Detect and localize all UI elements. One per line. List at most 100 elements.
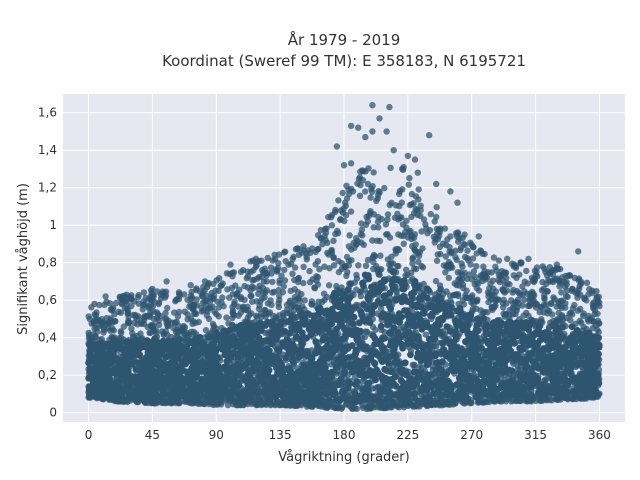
- scatter-point: [417, 362, 424, 370]
- scatter-point: [153, 330, 160, 337]
- scatter-point: [300, 279, 307, 287]
- scatter-point: [387, 260, 395, 267]
- scatter-point: [289, 270, 296, 277]
- scatter-point: [298, 249, 305, 256]
- scatter-point: [298, 291, 305, 298]
- scatter-point: [255, 290, 262, 297]
- scatter-point: [451, 280, 458, 287]
- scatter-point: [523, 309, 530, 317]
- scatter-point: [140, 298, 147, 305]
- scatter-point: [388, 253, 395, 260]
- scatter-point: [506, 307, 513, 314]
- scatter-point: [328, 222, 336, 229]
- scatter-point: [516, 271, 523, 278]
- scatter-point: [249, 277, 256, 284]
- scatter-point: [134, 315, 141, 323]
- scatter-point: [122, 298, 130, 305]
- scatter-point: [510, 263, 517, 270]
- scatter-point: [458, 260, 465, 267]
- scatter-point: [369, 237, 376, 244]
- scatter-point: [347, 208, 355, 215]
- scatter-point: [442, 253, 449, 260]
- scatter-point: [224, 401, 232, 409]
- scatter-point: [334, 230, 342, 237]
- scatter-point: [436, 232, 443, 239]
- scatter-point: [433, 213, 440, 221]
- scatter-point: [223, 314, 230, 321]
- scatter-point: [267, 297, 274, 304]
- scatter-point: [595, 293, 603, 301]
- scatter-point: [364, 256, 372, 264]
- scatter-point: [281, 266, 288, 274]
- scatter-point: [523, 267, 530, 275]
- scatter-point: [236, 401, 243, 409]
- scatter-point: [417, 202, 424, 209]
- scatter-point: [555, 298, 562, 305]
- scatter-point: [400, 240, 407, 247]
- scatter-point: [415, 186, 422, 193]
- scatter-point: [355, 319, 362, 326]
- scatter-point: [564, 293, 571, 301]
- scatter-point: [384, 231, 391, 238]
- scatter-point: [326, 265, 333, 272]
- scatter-point: [128, 302, 135, 310]
- scatter-point: [88, 320, 95, 327]
- scatter-point: [436, 243, 444, 250]
- scatter-point: [281, 277, 289, 284]
- scatter-point: [557, 265, 564, 273]
- scatter-point: [521, 296, 528, 304]
- scatter-point: [433, 225, 441, 233]
- scatter-point: [195, 318, 202, 326]
- scatter-point: [354, 180, 361, 187]
- scatter-point: [259, 284, 267, 292]
- scatter-point: [180, 330, 187, 337]
- scatter-point: [406, 174, 413, 182]
- scatter-point: [543, 288, 551, 295]
- scatter-point: [523, 397, 530, 404]
- scatter-point: [93, 324, 100, 332]
- scatter-point: [343, 182, 350, 189]
- scatter-point: [231, 301, 238, 308]
- scatter-point: [464, 247, 471, 254]
- scatter-point: [175, 322, 182, 329]
- scatter-point: [328, 249, 336, 257]
- scatter-point: [549, 271, 556, 278]
- scatter-point: [376, 237, 384, 245]
- scatter-point: [452, 333, 460, 341]
- scatter-point: [408, 269, 415, 276]
- scatter-point: [211, 308, 218, 315]
- scatter-point: [447, 263, 455, 271]
- scatter-point: [503, 300, 510, 307]
- scatter-point: [440, 346, 448, 354]
- scatter-point: [313, 277, 320, 284]
- scatter-point: [343, 272, 350, 279]
- scatter-point: [217, 282, 224, 290]
- scatter-point: [254, 389, 261, 396]
- scatter-point: [145, 399, 152, 407]
- scatter-point: [125, 319, 132, 327]
- scatter-point: [269, 257, 276, 264]
- scatter-point: [150, 308, 157, 315]
- scatter-point: [85, 329, 92, 336]
- scatter-point: [437, 400, 444, 407]
- scatter-point: [527, 391, 535, 398]
- scatter-point: [420, 216, 428, 223]
- scatter-point: [140, 289, 148, 296]
- scatter-point: [419, 400, 427, 407]
- scatter-point: [250, 284, 257, 291]
- scatter-point: [575, 275, 583, 282]
- scatter-point: [271, 251, 278, 258]
- scatter-point: [492, 297, 500, 304]
- scatter-point: [281, 249, 288, 256]
- scatter-point: [204, 308, 211, 315]
- scatter-point: [405, 181, 412, 188]
- scatter-point: [160, 331, 167, 338]
- scatter-point: [300, 243, 307, 250]
- scatter-point: [417, 207, 424, 214]
- scatter-point: [250, 267, 257, 274]
- scatter-point: [407, 351, 414, 359]
- scatter-point: [308, 298, 316, 305]
- scatter-point: [188, 294, 196, 301]
- scatter-point: [171, 309, 178, 316]
- scatter-point: [172, 298, 179, 305]
